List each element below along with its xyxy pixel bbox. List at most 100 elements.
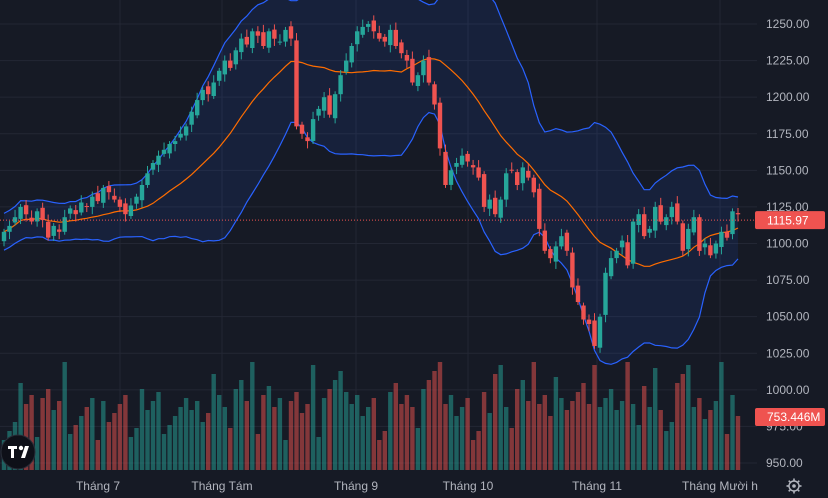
candle-body (305, 137, 310, 142)
volume-bar (128, 437, 134, 470)
volume-bar (498, 365, 503, 470)
candle-body (90, 196, 95, 207)
candle-body (537, 188, 542, 229)
candle (702, 238, 708, 255)
candle (299, 121, 305, 139)
candle (327, 88, 332, 118)
candle (526, 163, 531, 181)
candle-body (581, 305, 586, 320)
time-tick-label: Tháng Tám (191, 479, 252, 493)
candle (581, 302, 586, 325)
candle (697, 214, 702, 256)
volume-bar (691, 407, 696, 470)
candle (724, 224, 730, 241)
volume-bar (564, 410, 570, 470)
settings-gear-icon[interactable] (786, 478, 802, 494)
time-tick-label: Tháng 11 (572, 479, 622, 493)
volume-bar (636, 425, 641, 470)
candle (23, 200, 29, 222)
candle (443, 144, 448, 188)
volume-bar (614, 410, 619, 470)
volume-bar (520, 380, 525, 470)
volume-bar (559, 398, 564, 470)
candle-body (283, 29, 288, 42)
candle-body (686, 228, 691, 250)
candle-body (520, 167, 525, 184)
candle (586, 314, 592, 332)
volume-bar (625, 362, 630, 470)
candle (217, 67, 222, 86)
candle-body (189, 111, 194, 125)
candle-body (426, 57, 432, 83)
candle-body (338, 75, 343, 95)
volume-bar (630, 404, 636, 470)
candle-body (658, 205, 663, 222)
candle (101, 184, 106, 208)
price-tick-label: 1100.00 (766, 237, 809, 251)
overlay: 1115.97 753.446M (0, 211, 825, 494)
candle-body (443, 151, 448, 185)
candle (305, 132, 310, 149)
volume-bar (62, 362, 67, 470)
candle-body (294, 40, 299, 127)
volume-bar (84, 407, 89, 470)
candle (195, 92, 200, 119)
volume-bar (377, 440, 382, 470)
candle (73, 205, 78, 222)
candle-body (481, 174, 487, 207)
candle-body (183, 126, 189, 136)
candle-body (415, 75, 421, 86)
candle-body (636, 214, 641, 225)
candle (172, 135, 178, 152)
price-tick-label: 950.00 (766, 456, 803, 470)
candle (515, 169, 520, 191)
candle (603, 267, 608, 323)
candle-body (421, 60, 426, 76)
candle-body (255, 31, 261, 36)
band-fill (4, 0, 738, 365)
volume-bar (106, 422, 112, 470)
candle (90, 191, 95, 215)
candle (559, 228, 564, 250)
volume-bar (597, 407, 603, 470)
candle-body (366, 24, 371, 27)
candle-body (575, 285, 581, 302)
price-tick-label: 1175.00 (766, 127, 809, 141)
candle-body (29, 217, 34, 222)
candle-body (355, 31, 360, 45)
candle (261, 24, 266, 49)
candle (592, 313, 597, 349)
candle-body (101, 187, 106, 203)
candle (355, 26, 360, 52)
candle (575, 278, 581, 305)
candle (112, 188, 117, 203)
volume-bar (101, 401, 106, 470)
candle (68, 205, 73, 219)
candle (134, 193, 139, 209)
volume-bar (277, 398, 283, 470)
volume-bar (426, 380, 432, 470)
time-tick-label: Tháng Mười h (682, 479, 758, 493)
candle-body (228, 60, 233, 68)
volume-bar (586, 404, 592, 470)
volume-bar (294, 392, 299, 470)
volume-bar (244, 401, 249, 470)
candle-body (642, 214, 647, 237)
candle-body (112, 195, 117, 200)
volume-bar (360, 416, 365, 470)
candle (272, 24, 277, 46)
volume-bar (669, 422, 674, 470)
volume-bar (493, 374, 498, 470)
candle-body (172, 141, 178, 144)
volume-bar (553, 377, 559, 470)
candle (239, 33, 244, 60)
gear-tooth (797, 489, 800, 492)
candle (553, 241, 559, 269)
candle (84, 203, 89, 213)
price-tick-label: 1000.00 (766, 383, 810, 397)
candle-body (46, 221, 51, 238)
candle-body (371, 20, 376, 32)
candle (128, 198, 134, 219)
volume-bar (470, 440, 476, 470)
candle-body (410, 58, 415, 83)
